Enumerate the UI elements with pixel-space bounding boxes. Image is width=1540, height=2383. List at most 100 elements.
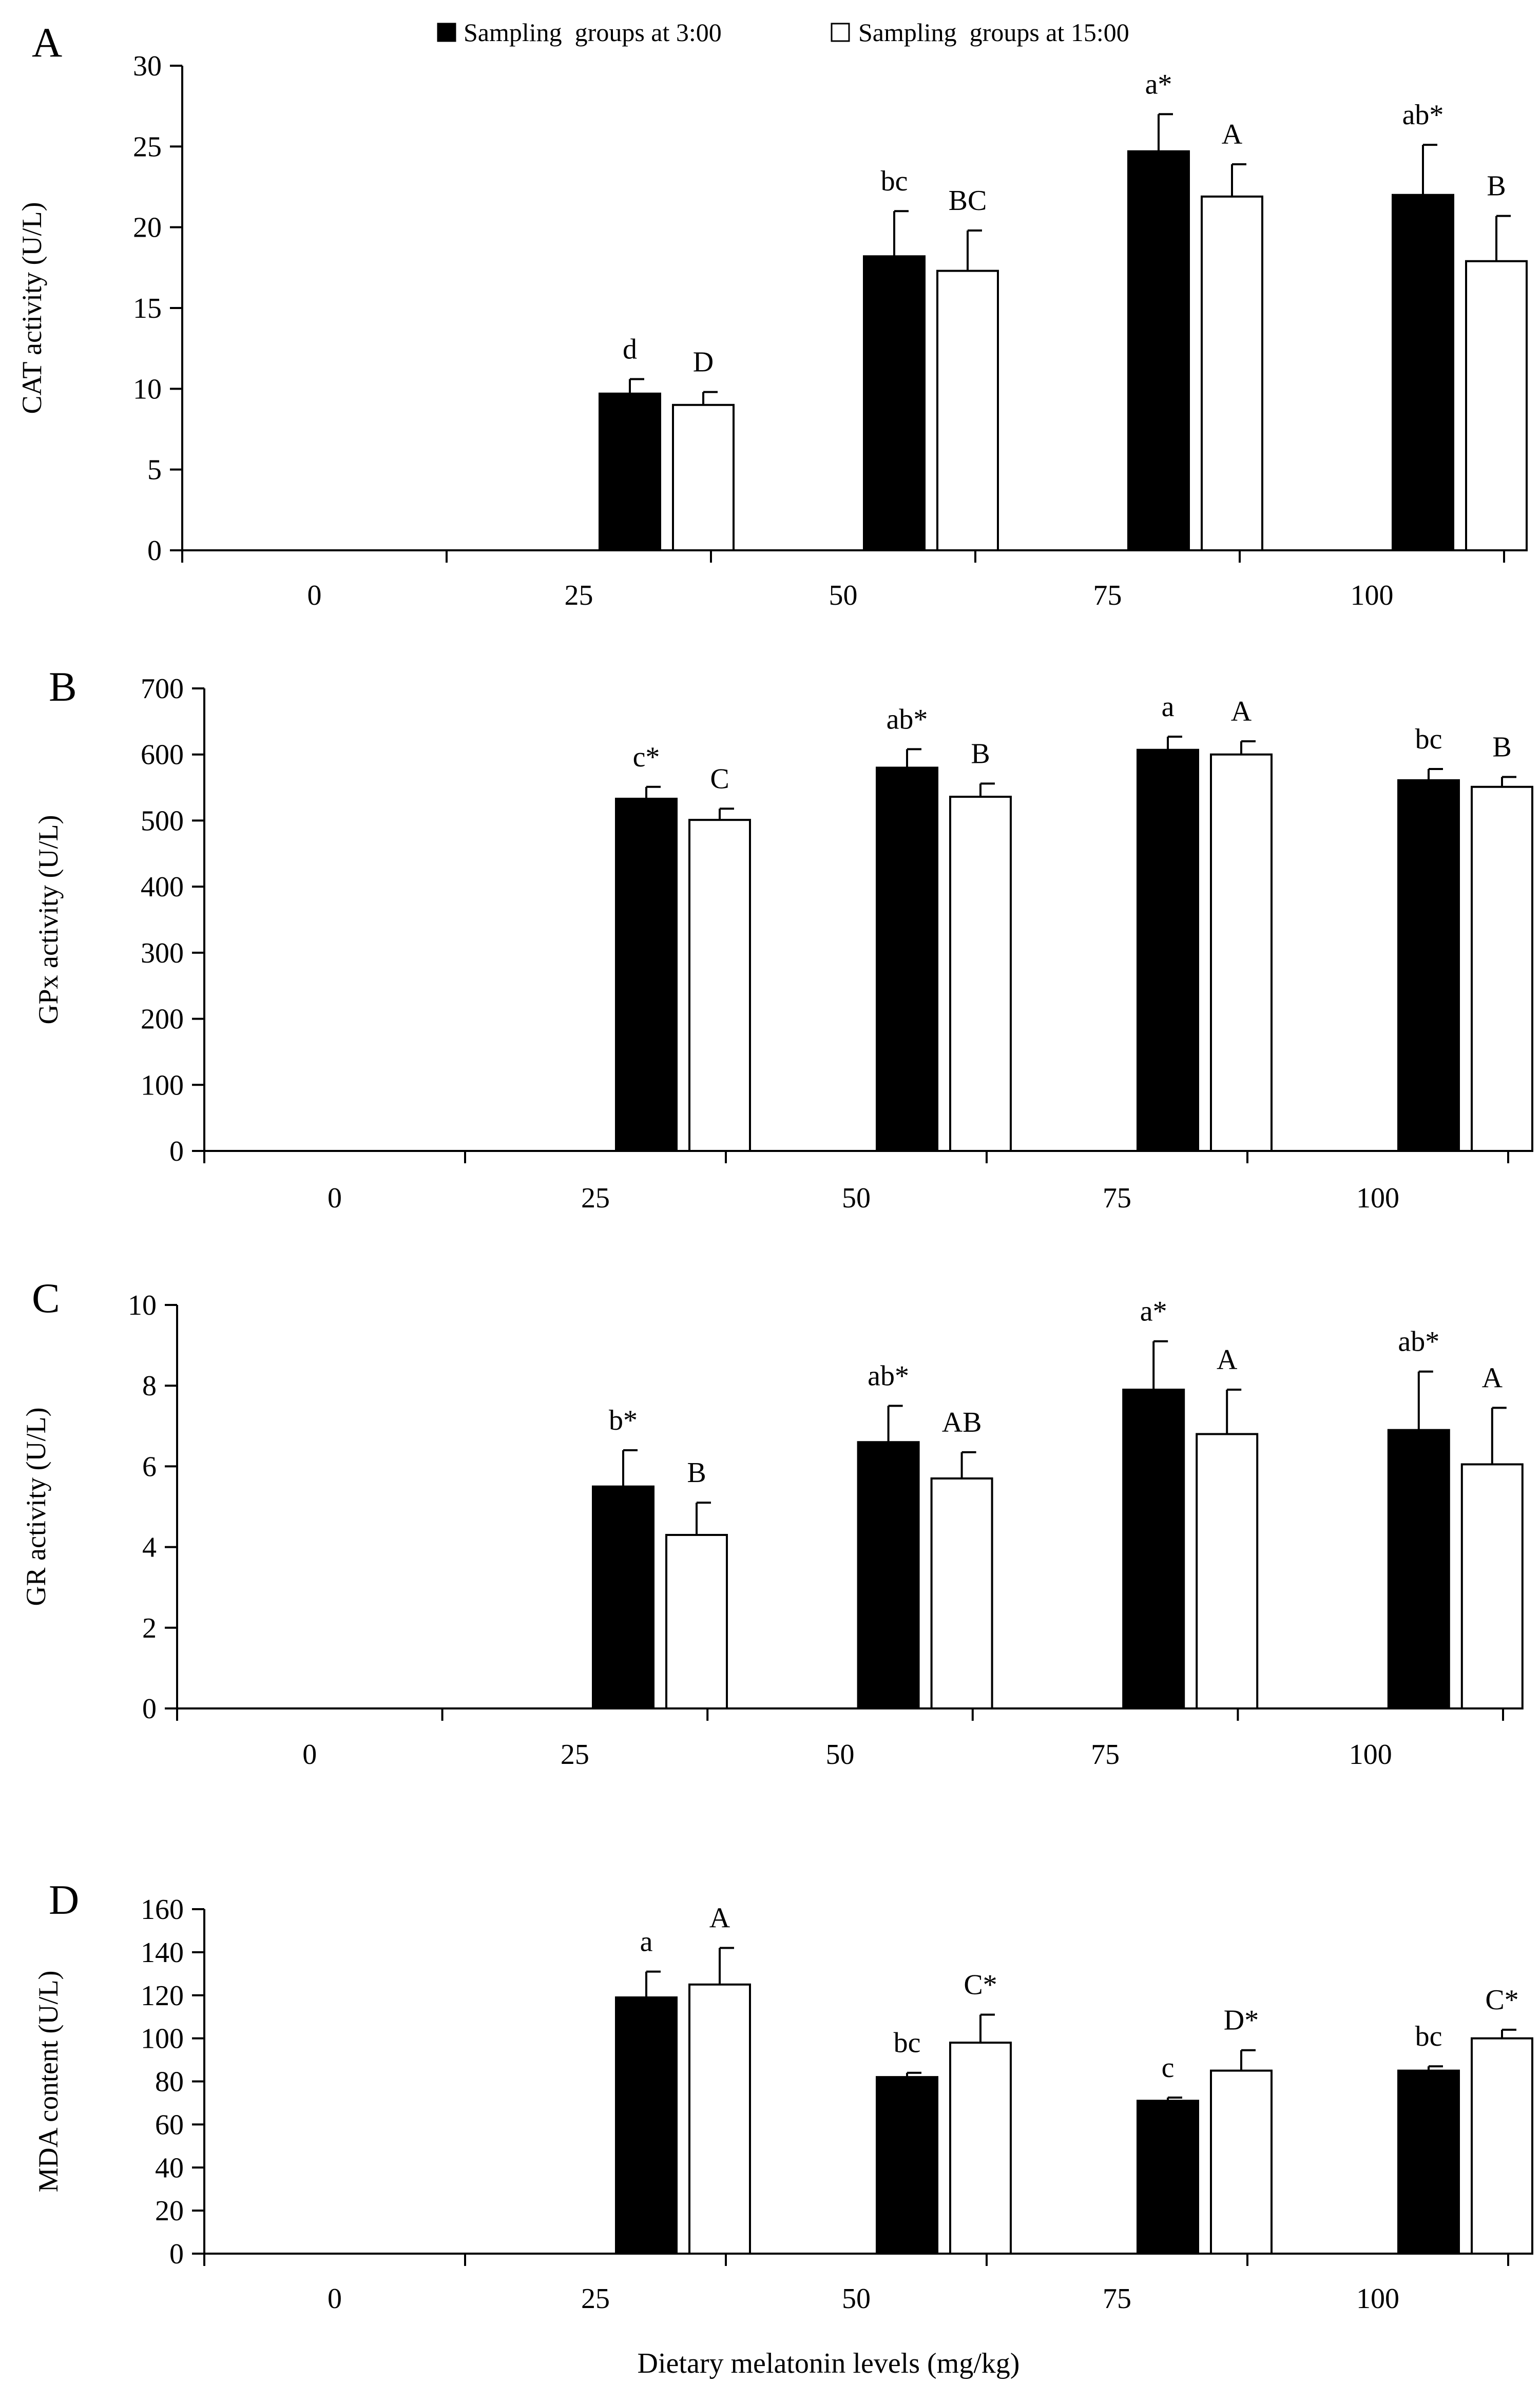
significance-label: bc (881, 165, 908, 197)
bar-series2-0 (672, 403, 735, 551)
significance-label: a (640, 1926, 653, 1958)
y-tick-label: 2 (142, 1612, 157, 1644)
bar-series1-0 (615, 1996, 678, 2255)
significance-label: c (1162, 2052, 1175, 2084)
bar-series1-75 (1397, 2069, 1460, 2255)
bar-series1-50 (1137, 2100, 1199, 2255)
x-tick-label: 25 (581, 2283, 610, 2315)
y-tick-label: 0 (169, 2238, 184, 2270)
x-tick-label: 100 (1356, 2283, 1399, 2315)
significance-label: A (1231, 696, 1252, 727)
significance-label: ab* (868, 1360, 909, 1392)
x-tick-label: 25 (565, 580, 593, 611)
legend-swatch-series-2 (831, 23, 850, 42)
bar-series2-25 (949, 2042, 1012, 2255)
y-tick-label: 700 (141, 673, 184, 705)
bar-series2-0 (688, 819, 751, 1152)
chart-panel-a: A CAT activity (U/L) 0 5 10 15 20 25 30 0 d D 25 bc BC… (16, 19, 1528, 611)
x-tick-label: 50 (826, 1739, 855, 1771)
bar-series1-75 (1397, 779, 1460, 1152)
significance-label: A (1217, 1344, 1238, 1376)
y-tick-label: 60 (155, 2109, 184, 2141)
bar-series2-50 (1201, 195, 1263, 551)
bar-series1-75 (1387, 1429, 1450, 1709)
legend: Sampling groups at 3:00 Sampling groups … (437, 18, 1129, 47)
x-axis-title: Dietary melatonin levels (mg/kg) (638, 2348, 1020, 2379)
y-tick-label: 100 (141, 2023, 184, 2055)
panel-letter: A (32, 19, 62, 66)
significance-label: BC (949, 185, 987, 217)
significance-label: bc (894, 2027, 921, 2059)
y-tick-label: 8 (142, 1370, 157, 1402)
bar-series1-25 (857, 1441, 920, 1709)
y-tick-label: 300 (141, 937, 184, 969)
y-tick-label: 100 (141, 1069, 184, 1101)
y-tick-label: 20 (133, 212, 162, 244)
significance-label: ab* (1398, 1326, 1439, 1358)
x-tick-label: 75 (1103, 2283, 1131, 2315)
y-tick-label: 25 (133, 131, 162, 163)
bar-series2-25 (949, 796, 1012, 1152)
significance-label: a (1162, 691, 1175, 723)
bar-series2-50 (1210, 2069, 1273, 2255)
x-tick-label: 50 (842, 2283, 871, 2315)
significance-label: a* (1140, 1296, 1167, 1328)
significance-label: C (710, 763, 729, 795)
y-axis-title: MDA content (U/L) (33, 1971, 64, 2193)
significance-label: C* (964, 1969, 997, 2001)
x-tick-label: 0 (328, 1182, 342, 1214)
y-axis-title: GPx activity (U/L) (33, 815, 64, 1025)
y-tick-label: 0 (147, 535, 162, 567)
bar-series1-0 (599, 392, 661, 551)
y-tick-label: 15 (133, 293, 162, 324)
x-tick-label: 50 (842, 1182, 871, 1214)
y-tick-label: 40 (155, 2152, 184, 2184)
bar-series2-75 (1460, 1463, 1524, 1709)
x-tick-label: 25 (581, 1182, 610, 1214)
significance-label: A (709, 1902, 730, 1934)
y-tick-label: 10 (133, 373, 162, 405)
legend-label-series-2: Sampling groups at 15:00 (858, 18, 1129, 47)
significance-label: D* (1224, 2005, 1259, 2036)
bar-series2-50 (1196, 1433, 1259, 1709)
significance-label: d (623, 333, 637, 365)
significance-label: B (1492, 731, 1511, 763)
y-tick-label: 20 (155, 2195, 184, 2227)
bar-series2-25 (936, 270, 999, 551)
y-tick-label: 0 (169, 1136, 184, 1167)
x-tick-label: 25 (561, 1739, 589, 1771)
x-tick-label: 100 (1349, 1739, 1392, 1771)
bar-series1-25 (876, 766, 938, 1152)
legend-swatch-series-1 (437, 23, 456, 42)
y-tick-label: 140 (141, 1937, 184, 1969)
y-tick-label: 400 (141, 871, 184, 903)
x-tick-label: 75 (1103, 1182, 1131, 1214)
x-tick-label: 75 (1093, 580, 1122, 611)
panel-letter: D (49, 1876, 79, 1923)
bar-series2-50 (1210, 753, 1273, 1152)
y-tick-label: 6 (142, 1451, 157, 1483)
bar-series1-50 (1127, 150, 1190, 552)
bar-series2-0 (665, 1534, 728, 1710)
x-tick-label: 100 (1356, 1182, 1399, 1214)
significance-label: a* (1145, 68, 1172, 100)
significance-label: c* (633, 741, 660, 773)
bar-series1-0 (615, 797, 678, 1152)
chart-panel-c: CGR activity (U/L)02468100b*B25ab*AB50a*… (21, 1275, 1524, 1771)
bar-series2-75 (1471, 2037, 1533, 2255)
x-tick-label: 75 (1091, 1739, 1120, 1771)
significance-label: C* (1485, 1984, 1518, 2016)
significance-label: B (687, 1457, 706, 1489)
x-tick-label: 100 (1351, 580, 1394, 611)
y-axis-title: GR activity (U/L) (21, 1408, 51, 1606)
bar-series1-50 (1137, 748, 1199, 1152)
y-tick-label: 5 (147, 454, 162, 486)
bar-series2-0 (688, 1983, 751, 2255)
y-tick-label: 500 (141, 805, 184, 837)
y-tick-label: 30 (133, 50, 162, 82)
significance-label: bc (1415, 2021, 1442, 2052)
significance-label: D (693, 347, 714, 378)
x-tick-label: 50 (829, 580, 858, 611)
